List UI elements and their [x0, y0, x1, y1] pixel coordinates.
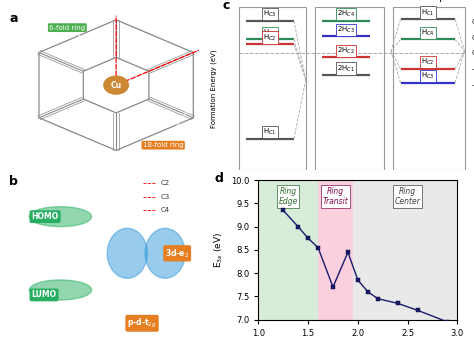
Bar	[258, 180, 318, 320]
Text: -0.2: -0.2	[472, 66, 474, 72]
Text: p-d-t$_{2g}$: p-d-t$_{2g}$	[127, 317, 157, 330]
Text: 0.2: 0.2	[472, 35, 474, 41]
Text: 2H$_{C2}$: 2H$_{C2}$	[337, 46, 355, 56]
Text: Ring
Center: Ring Center	[395, 187, 420, 206]
Text: Cu: Cu	[110, 81, 122, 90]
Text: H$_{C3}$: H$_{C3}$	[421, 71, 435, 81]
Text: d: d	[215, 172, 223, 185]
Text: c: c	[223, 0, 230, 12]
Text: 2H$_{C1}$: 2H$_{C1}$	[337, 64, 355, 74]
Ellipse shape	[107, 228, 147, 278]
Text: 3d-e$_2$: 3d-e$_2$	[165, 247, 189, 259]
Text: H$_{C4}$: H$_{C4}$	[264, 28, 277, 38]
Text: 6-fold ring: 6-fold ring	[49, 24, 104, 52]
Text: Formation Energy (eV): Formation Energy (eV)	[210, 49, 217, 128]
Text: H: H	[269, 0, 276, 2]
Text: H$_{C2}$: H$_{C2}$	[421, 57, 435, 67]
Text: H$_{C1}$: H$_{C1}$	[264, 127, 277, 137]
Text: HOMO: HOMO	[31, 212, 59, 221]
Bar	[353, 180, 457, 320]
Circle shape	[104, 76, 128, 94]
Text: Chemisorption: Chemisorption	[393, 0, 465, 2]
Text: a: a	[9, 12, 18, 25]
Text: 2H$_{C4}$: 2H$_{C4}$	[337, 9, 355, 19]
Text: 2H: 2H	[343, 0, 356, 2]
Text: 0.0: 0.0	[472, 50, 474, 56]
Text: -0.4: -0.4	[472, 82, 474, 87]
Text: LUMO: LUMO	[31, 290, 56, 300]
Text: Ring
Edge: Ring Edge	[279, 187, 298, 206]
Text: C4: C4	[161, 207, 170, 213]
Bar	[318, 180, 353, 320]
Ellipse shape	[29, 207, 91, 227]
Text: 18-fold ring: 18-fold ring	[143, 104, 192, 148]
Text: H$_{C2}$: H$_{C2}$	[264, 32, 277, 42]
Text: b: b	[9, 175, 18, 188]
Text: 2H$_{C3}$: 2H$_{C3}$	[337, 24, 355, 35]
Ellipse shape	[29, 280, 91, 300]
Text: 0.4: 0.4	[472, 19, 474, 25]
Text: C3: C3	[161, 194, 170, 200]
Text: C2: C2	[161, 180, 170, 186]
Bar	[315, 7, 384, 170]
Ellipse shape	[145, 228, 185, 278]
Bar	[393, 7, 465, 170]
Bar	[239, 7, 306, 170]
Text: H$_{C1}$: H$_{C1}$	[421, 7, 435, 18]
Text: H$_{C3}$: H$_{C3}$	[264, 9, 277, 19]
Text: Ring
Transit: Ring Transit	[323, 187, 348, 206]
Text: H$_{C4}$: H$_{C4}$	[421, 28, 435, 38]
Y-axis label: E$_{3s}$ (eV): E$_{3s}$ (eV)	[213, 232, 225, 268]
